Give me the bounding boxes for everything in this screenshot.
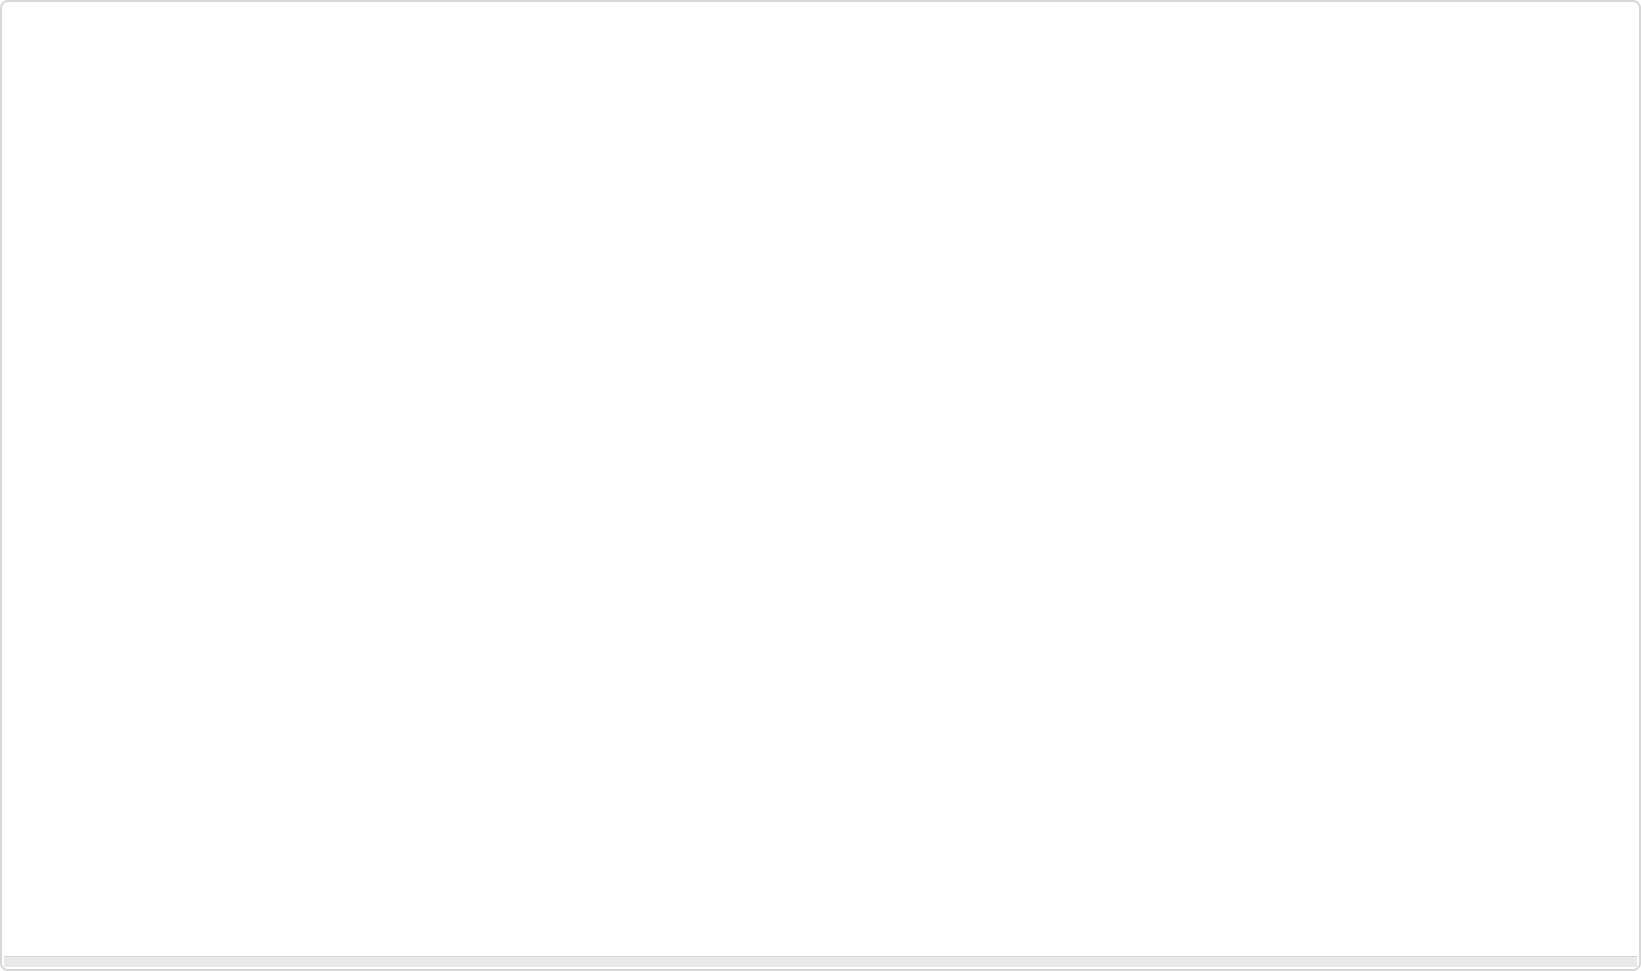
legend-item-mining[interactable] [864, 10, 922, 36]
legend-marker-line-icon [385, 19, 429, 28]
legend-marker-line-icon [864, 19, 908, 28]
legend-marker-dash-icon [864, 49, 908, 58]
legend-item-manufacturing[interactable] [385, 10, 864, 36]
window-bottom-strip [4, 956, 1637, 967]
legend-item-energy[interactable] [385, 40, 864, 66]
chart-legend [385, 10, 922, 70]
legend-marker-line-icon [385, 49, 429, 58]
legend-item-ipi[interactable] [864, 40, 922, 66]
